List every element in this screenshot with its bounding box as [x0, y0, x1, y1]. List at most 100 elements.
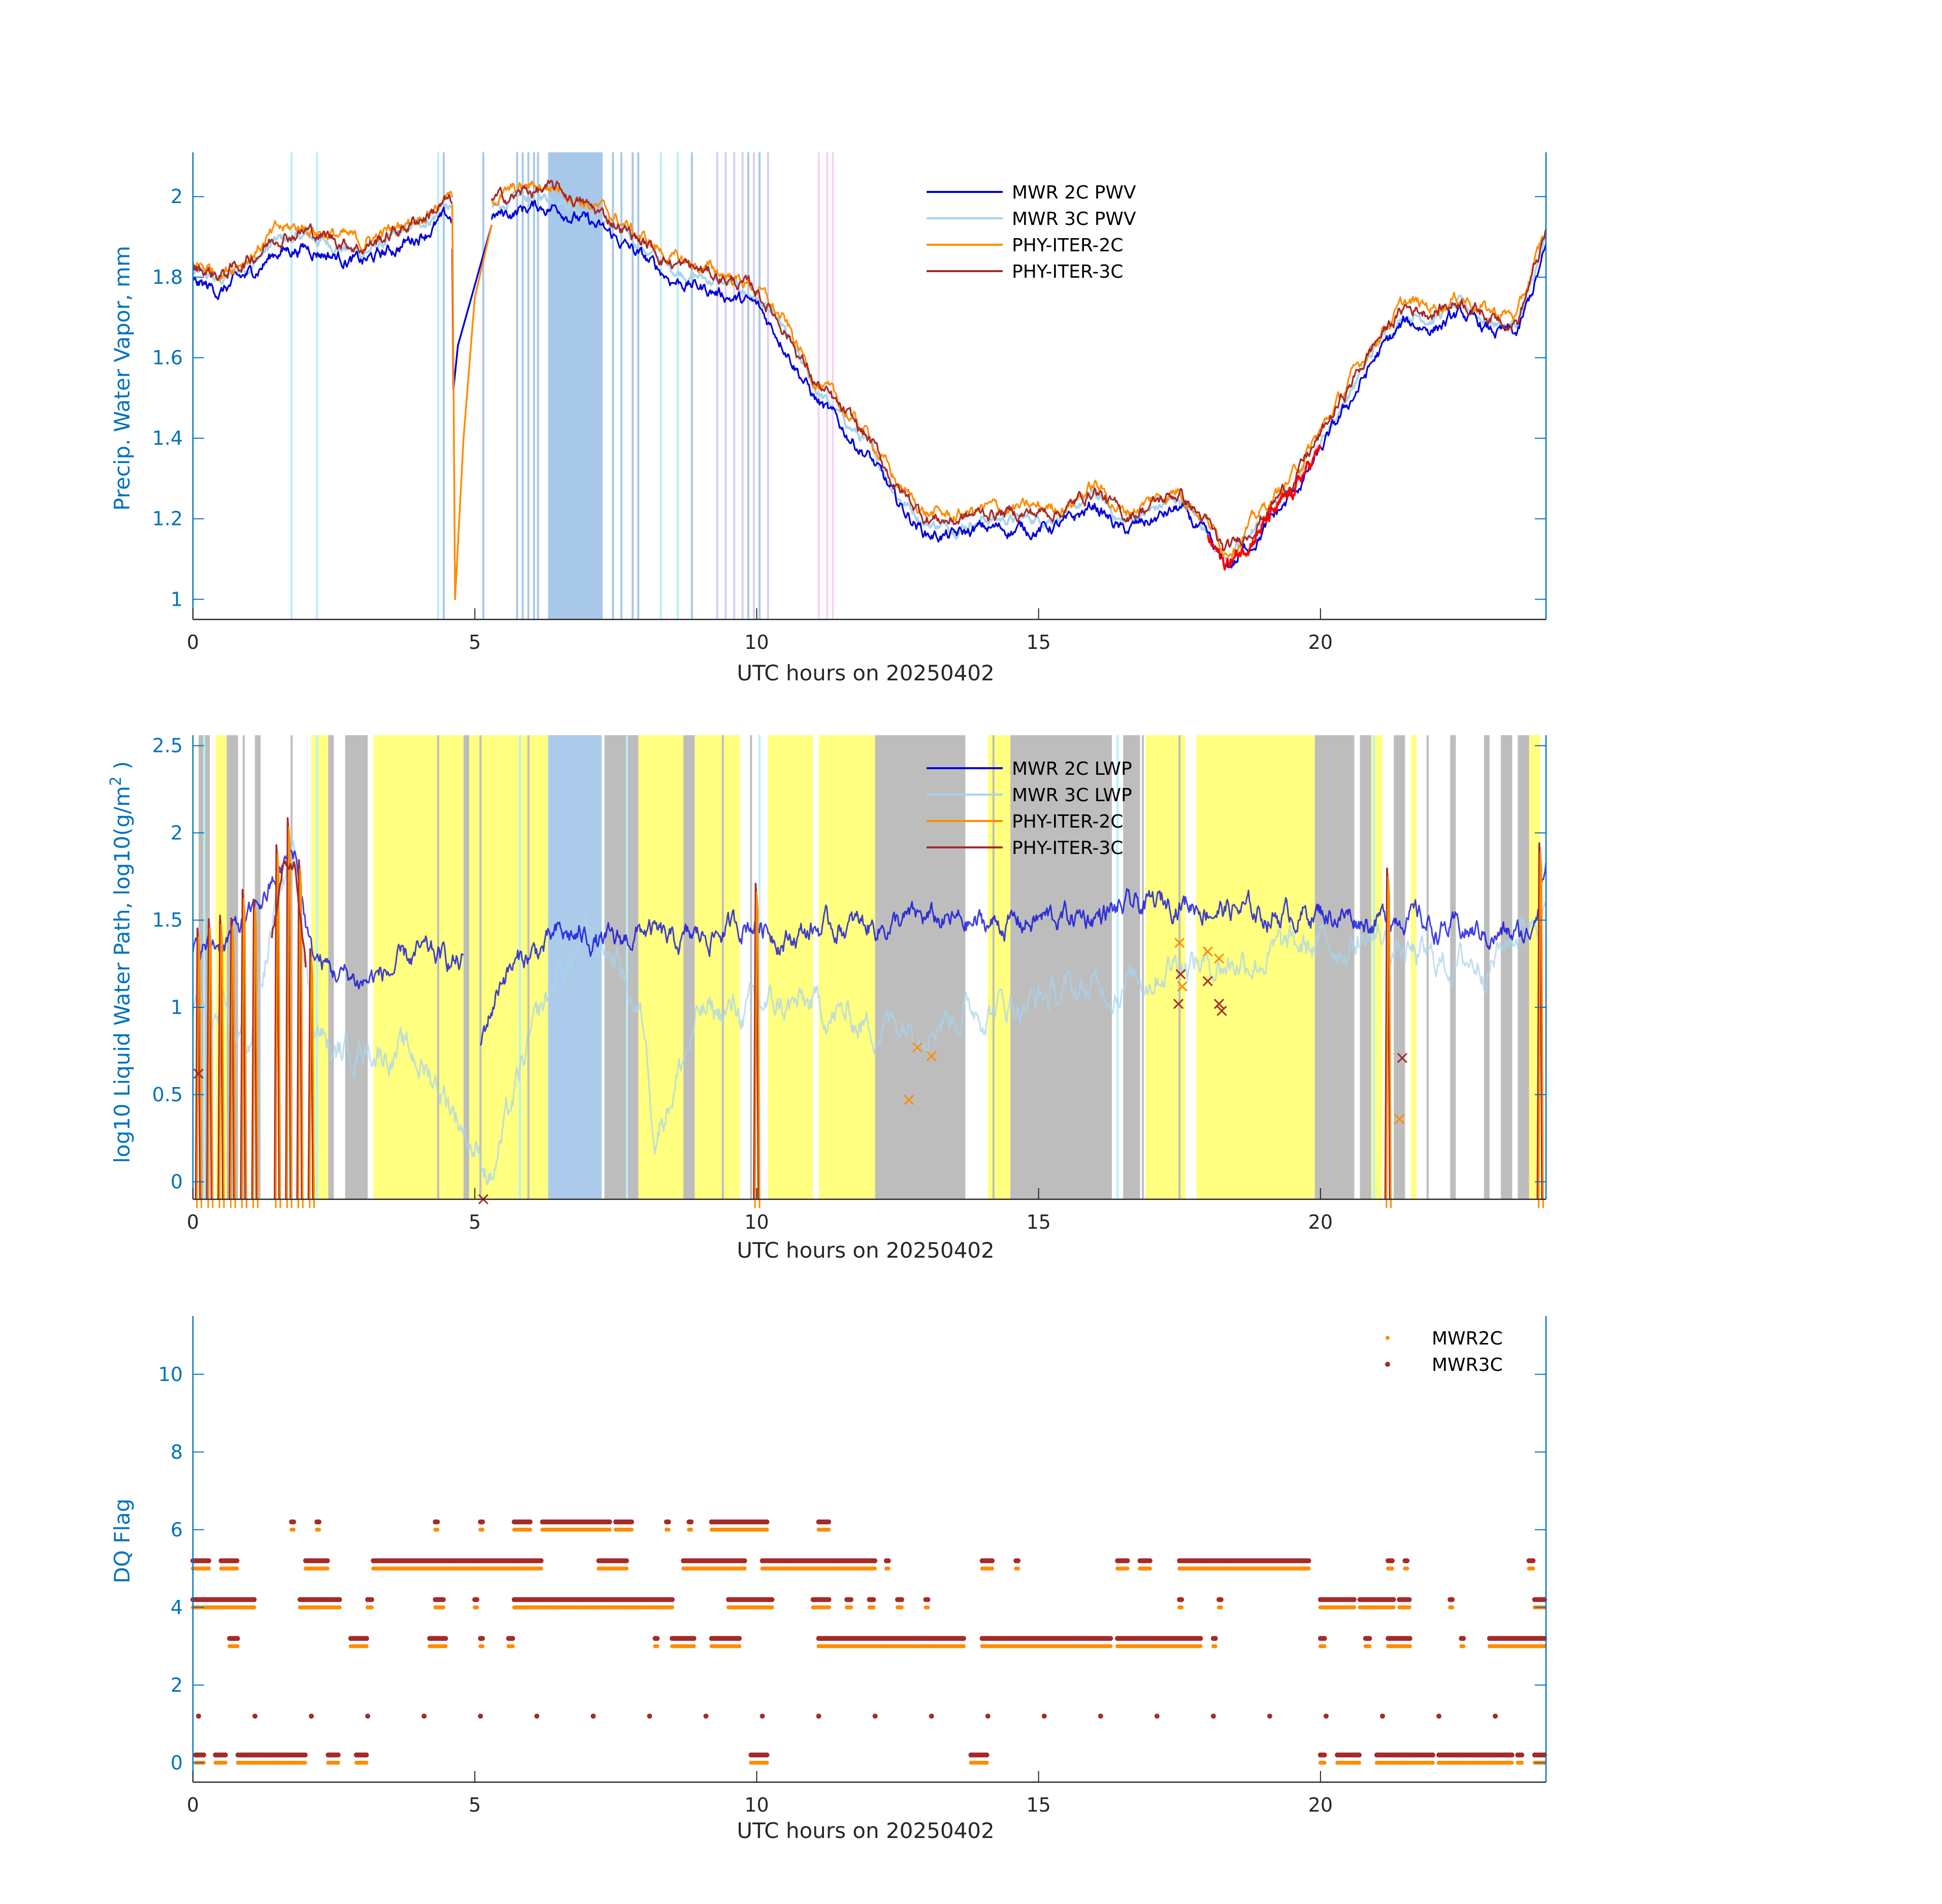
dq-dot-2c-0-1: [317, 1527, 321, 1532]
dq-dot-2c-2-10: [899, 1605, 904, 1610]
dq-dot-2c-3-2: [443, 1644, 448, 1649]
dq-dot-2c-2-4: [475, 1605, 479, 1610]
dq-dot-2c-2-5: [670, 1605, 674, 1610]
dq-dot-3c-3-5: [654, 1635, 660, 1641]
dq-dot-2c-3-3: [480, 1644, 485, 1649]
lwp-marker-3c-4-b: [1202, 976, 1213, 987]
lwp-event-line-4: [437, 735, 440, 1199]
lwp-marker-2c-5: [1202, 946, 1213, 957]
dq-dot-2c-0-8: [689, 1527, 694, 1532]
pwv-legend: MWR 2C PWV MWR 3C PWV PHY-ITER-2C PHY-IT…: [927, 182, 1136, 282]
dq-dot-3c-sparse-23: [1493, 1713, 1498, 1719]
dq-dot-3c-sparse-18: [1210, 1713, 1216, 1719]
lwp-event-line-18: [1373, 735, 1375, 1199]
lwp-marker-2c-7-b: [1394, 1113, 1405, 1125]
lwp-marker-3c-6: [1216, 1005, 1227, 1016]
lwp-spike-phy2c-9: [309, 957, 315, 1208]
dq-dot-2c-1-14: [1390, 1566, 1394, 1571]
pwv-event-line-25: [767, 152, 769, 619]
dq-dot-3c-sparse-5: [478, 1713, 483, 1719]
dq-ytick-label-3: 6: [171, 1519, 183, 1541]
pwv-legend-phy3c: PHY-ITER-3C: [1012, 261, 1123, 282]
dq-dot-2c-3-4: [510, 1644, 515, 1649]
dq-dot-3c-4-0: [201, 1752, 207, 1758]
dq-dot-2c-3-5: [655, 1644, 660, 1649]
pwv-event-line-14: [637, 152, 640, 619]
dq-dot-3c-1-9: [1015, 1558, 1021, 1563]
dq-dot-2c-2-14: [1352, 1605, 1356, 1610]
dq-dot-2c-1-13: [1306, 1566, 1311, 1571]
dq-dot-3c-0-2: [435, 1519, 440, 1525]
dq-legend-mwr2c: MWR2C: [1432, 1328, 1503, 1349]
lwp-event-line-6: [519, 735, 521, 1199]
pwv-event-line-19: [725, 152, 727, 619]
dq-dot-3c-3-4: [510, 1635, 515, 1641]
pwv-xlabel: UTC hours on 20250402: [737, 661, 995, 685]
dq-legend-mwr3c: MWR3C: [1432, 1355, 1503, 1375]
dq-dot-3c-sparse-12: [872, 1713, 878, 1719]
dq-dot-2c-4-3: [336, 1760, 340, 1765]
lwp-spike-phy2c-10: [754, 892, 761, 1208]
lwp-xtick-label-1: 5: [469, 1211, 481, 1233]
dq-dot-2c-0-9: [765, 1527, 769, 1532]
lwp-marker-2c-2: [926, 1051, 937, 1062]
dq-dot-3c-sparse-0: [196, 1713, 202, 1719]
dq-dot-2c-1-10: [1125, 1566, 1130, 1571]
lwp-marker-3c-0-b: [193, 1068, 204, 1079]
dq-xlabel: UTC hours on 20250402: [737, 1818, 995, 1843]
dq-dot-2c-0-3: [480, 1527, 485, 1532]
lwp-event-line-8: [614, 735, 617, 1199]
dq-dot-3c-4-4: [364, 1752, 369, 1758]
dq-dot-2c-3-7: [737, 1644, 741, 1649]
pwv-legend-mwr2c: MWR 2C PWV: [1012, 182, 1136, 203]
dq-dot-3c-3-3: [480, 1635, 485, 1641]
lwp-ytick-label-4: 2: [171, 822, 183, 844]
lwp-event-line-16: [1142, 735, 1144, 1199]
dq-dot-3c-2-17: [1450, 1597, 1455, 1602]
pwv-event-line-24: [758, 152, 761, 619]
lwp-spike-phy2c-1: [207, 927, 214, 1208]
pwv-event-line-6: [521, 152, 524, 619]
lwp-spike-phy2c-6: [275, 853, 281, 1208]
lwp-event-line-5: [479, 735, 482, 1199]
dq-dot-2c-4-10: [1430, 1760, 1435, 1765]
lwp-series: [192, 817, 1547, 1208]
dq-dot-2c-2-2: [370, 1605, 374, 1610]
lwp-ytick-label-2: 1: [171, 996, 183, 1019]
dq-dot-2c-3-16: [1461, 1644, 1466, 1649]
pwv-event-line-0: [290, 152, 293, 619]
dq-dot-2c-3-0: [235, 1644, 240, 1649]
pwv-event-line-22: [747, 152, 749, 619]
dq-dot-3c-1-8: [990, 1558, 995, 1563]
lwp-band-gray-5: [362, 735, 368, 1199]
dq-dot-2c-4-1: [223, 1760, 227, 1765]
dq-dot-2c-2-0: [252, 1605, 256, 1610]
lwp-band-gray-10: [1010, 735, 1112, 1199]
lwp-spike-phy2c-4: [241, 898, 247, 1208]
lwp-event-line-9: [626, 735, 629, 1199]
dq-dot-3c-1-7: [885, 1558, 891, 1563]
lwp-spike-phy2c-2: [218, 923, 225, 1208]
pwv-event-line-27: [826, 152, 829, 619]
lwp-band-yellow-7: [818, 735, 875, 1199]
dq-series: [190, 1519, 1548, 1765]
lwp-band-gray-16: [1484, 735, 1490, 1199]
dq-dot-3c-2-8: [848, 1597, 853, 1602]
lwp-marker-2c-4: [1177, 981, 1188, 992]
dq-dot-2c-1-7: [886, 1566, 891, 1571]
dq-legend: MWR2C MWR3C: [1385, 1328, 1503, 1375]
dq-dot-3c-3-13: [1322, 1635, 1327, 1641]
dq-dot-3c-sparse-1: [252, 1713, 258, 1719]
dq-dot-3c-2-6: [769, 1597, 775, 1602]
pwv-legend-mwr3c: MWR 3C PWV: [1012, 209, 1136, 229]
lwp-band-gray-7: [604, 735, 639, 1199]
lwp-bands: [199, 735, 1540, 1199]
pwv-line-red-stretch: [1206, 444, 1322, 571]
lwp-band-gray-15: [1450, 735, 1456, 1199]
lwp-line-mwr2c-a: [192, 849, 464, 990]
lwp-marker-3c-2-b: [1173, 999, 1184, 1009]
lwp-marker-3c-2: [1173, 999, 1184, 1009]
dq-dot-3c-2-12: [1179, 1597, 1184, 1602]
dq-legend-marker-mwr3c: [1385, 1362, 1390, 1367]
lwp-spike-phy2c-11: [1386, 876, 1392, 1208]
